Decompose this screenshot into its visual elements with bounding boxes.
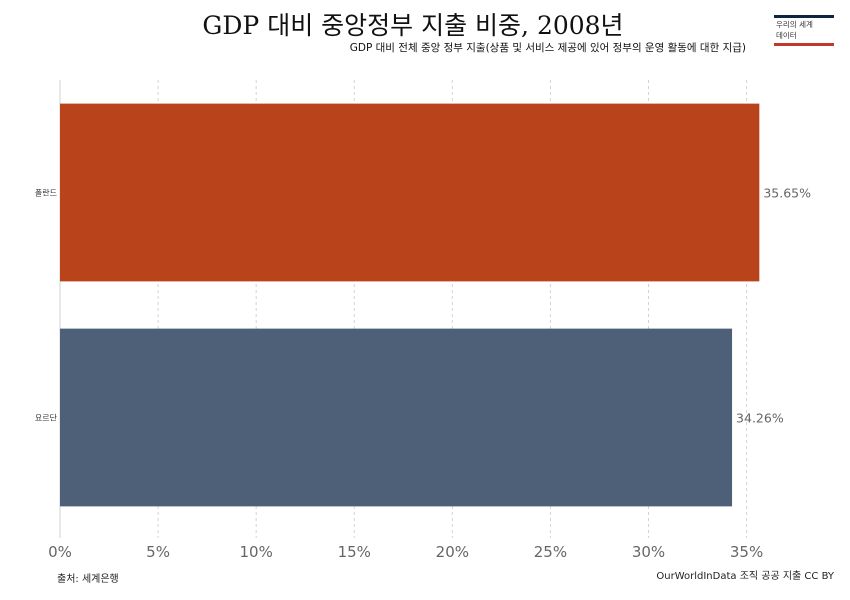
logo-line-2: 데이터 — [776, 31, 797, 40]
owid-logo[interactable]: 우리의 세계 데이터 — [774, 15, 834, 46]
x-tick-label: 0% — [48, 543, 72, 561]
x-tick-label: 30% — [632, 543, 665, 561]
value-label: 35.65% — [763, 186, 811, 201]
category-label: 요르단 — [35, 413, 58, 423]
bar[interactable] — [60, 328, 733, 507]
x-tick-label: 10% — [239, 543, 272, 561]
bars — [60, 103, 760, 507]
value-label: 34.26% — [736, 411, 784, 426]
chart-title: GDP 대비 중앙정부 지출 비중, 2008년 — [202, 11, 624, 40]
source-note: 출처: 세계은행 — [57, 574, 119, 585]
category-label: 폴란드 — [35, 188, 57, 198]
labels: 0% 5% 10% 15% 20% 25% 30% 35% 폴란드 35.65% 요르단 34.26% — [35, 186, 811, 562]
x-tick-label: 25% — [534, 543, 567, 561]
x-tick-label: 15% — [338, 543, 371, 561]
logo-line-1: 우리의 세계 — [776, 20, 813, 29]
chart-subtitle: GDP 대비 전체 중앙 정부 지출(상품 및 서비스 제공에 있어 정부의 운… — [349, 42, 746, 54]
x-tick-label: 20% — [436, 543, 469, 561]
x-tick-label: 35% — [730, 543, 763, 561]
license-note[interactable]: OurWorldInData 조직 공공 지출 CC BY — [656, 571, 834, 582]
x-tick-label: 5% — [146, 543, 170, 561]
bar[interactable] — [60, 103, 760, 282]
